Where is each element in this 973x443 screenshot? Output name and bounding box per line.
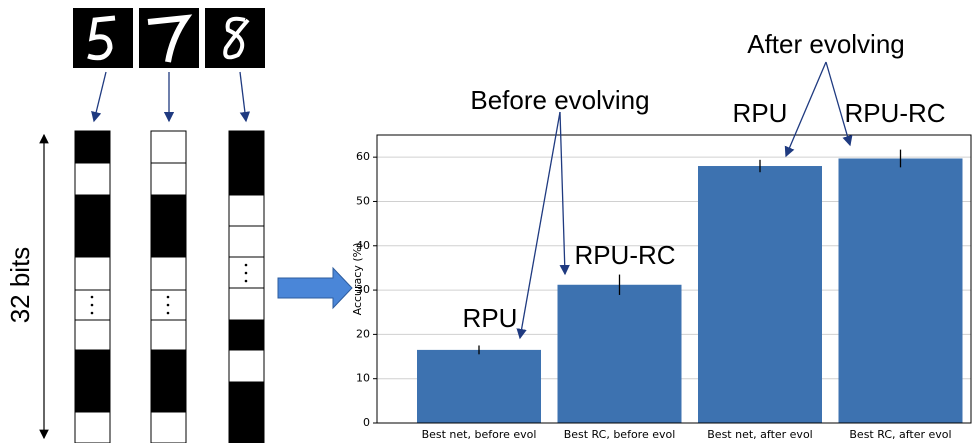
- y-tick-label: 40: [356, 239, 370, 252]
- y-tick-label: 50: [356, 194, 370, 207]
- annotation: RPU: [733, 98, 788, 128]
- y-tick-label: 0: [363, 416, 370, 429]
- annotation: RPU: [463, 303, 518, 333]
- y-tick-label: 30: [356, 283, 370, 296]
- bar: [698, 166, 822, 423]
- x-tick-label: Best RC, before evol: [564, 428, 676, 441]
- plot: 0 10 20 30 40 50 60 Accuracy (%) Best net, befor…: [351, 29, 972, 441]
- bit-columns: [74, 130, 265, 443]
- x-tick-label: Best RC, after evol: [849, 428, 951, 441]
- plot-frame: [376, 134, 972, 424]
- flow-arrow: [277, 266, 353, 310]
- annotation: RPU-RC: [574, 240, 675, 270]
- bar: [838, 158, 963, 423]
- x-tick-label: Best net, before evol: [422, 428, 537, 441]
- annotation: RPU-RC: [844, 98, 945, 128]
- y-tick-label: 10: [356, 372, 370, 385]
- bar: [557, 284, 682, 423]
- y-axis-label: Accuracy (%): [351, 243, 364, 316]
- y-tick-label: 20: [356, 327, 370, 340]
- annotation: After evolving: [747, 29, 905, 59]
- bits-label: 32 bits: [5, 247, 35, 324]
- annotation-arrows: [516, 61, 853, 340]
- annotation: Before evolving: [470, 85, 649, 115]
- x-tick-label: Best net, after evol: [707, 428, 812, 441]
- bar: [417, 349, 541, 423]
- y-tick-label: 60: [356, 150, 370, 163]
- digits: [73, 8, 265, 123]
